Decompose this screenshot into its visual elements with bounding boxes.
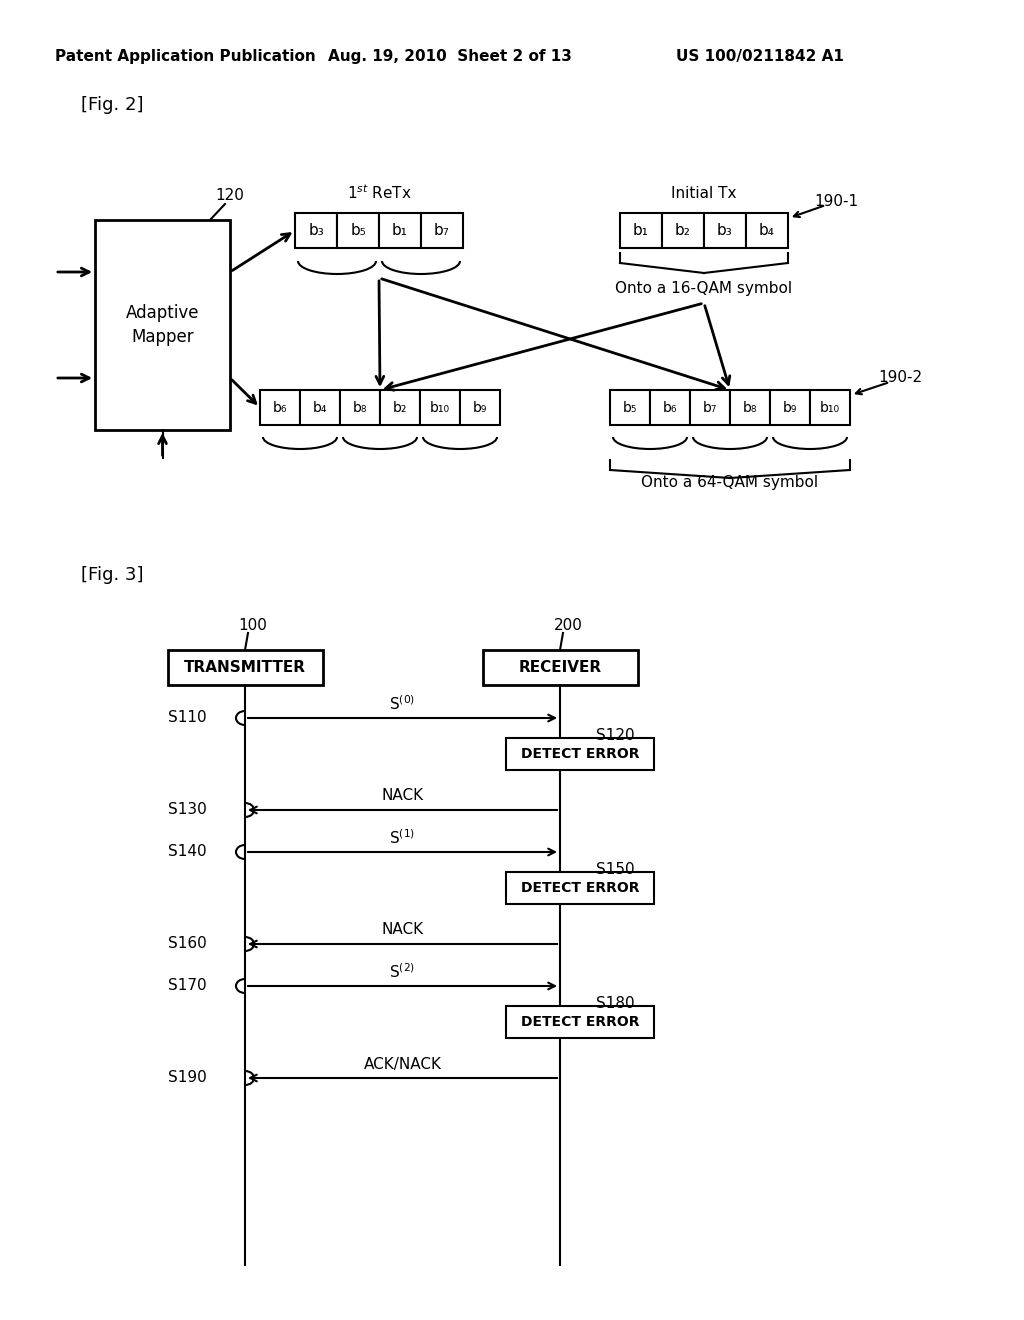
Text: b₅: b₅: [350, 223, 366, 238]
Text: b₁: b₁: [633, 223, 649, 238]
Text: b₃: b₃: [717, 223, 733, 238]
Text: S190: S190: [168, 1071, 207, 1085]
Bar: [746, 213, 788, 248]
Bar: [380, 389, 420, 425]
Text: b₁: b₁: [392, 223, 408, 238]
Text: S130: S130: [168, 803, 207, 817]
Text: [Fig. 3]: [Fig. 3]: [81, 566, 143, 583]
Bar: [730, 389, 770, 425]
Text: DETECT ERROR: DETECT ERROR: [521, 1015, 639, 1030]
Text: NACK: NACK: [381, 788, 424, 804]
Bar: [337, 213, 379, 248]
Bar: [421, 213, 463, 248]
Text: Onto a 16-QAM symbol: Onto a 16-QAM symbol: [615, 281, 793, 296]
Text: b₁₀: b₁₀: [430, 400, 450, 414]
Text: S180: S180: [596, 997, 634, 1011]
Text: b₂: b₂: [675, 223, 691, 238]
Text: Mapper: Mapper: [131, 327, 194, 346]
Text: S120: S120: [596, 729, 634, 743]
Text: TRANSMITTER: TRANSMITTER: [184, 660, 306, 675]
Bar: [340, 389, 380, 425]
Text: NACK: NACK: [381, 923, 424, 937]
Text: S$^{(2)}$: S$^{(2)}$: [389, 962, 416, 981]
Text: S150: S150: [596, 862, 634, 878]
Bar: [379, 213, 421, 248]
Bar: [506, 738, 654, 770]
Bar: [650, 389, 690, 425]
Bar: [300, 389, 340, 425]
Text: 190-2: 190-2: [878, 371, 922, 385]
Text: 200: 200: [554, 618, 583, 632]
Text: [Fig. 2]: [Fig. 2]: [81, 96, 143, 114]
Bar: [770, 389, 810, 425]
Text: 100: 100: [239, 618, 267, 632]
Bar: [690, 389, 730, 425]
Text: US 100/0211842 A1: US 100/0211842 A1: [676, 49, 844, 65]
Text: b₂: b₂: [393, 400, 408, 414]
Text: b₉: b₉: [473, 400, 487, 414]
Bar: [810, 389, 850, 425]
Text: b₇: b₇: [434, 223, 450, 238]
Text: RECEIVER: RECEIVER: [518, 660, 601, 675]
Text: S140: S140: [168, 845, 206, 859]
Text: b₉: b₉: [782, 400, 798, 414]
Text: ACK/NACK: ACK/NACK: [364, 1056, 441, 1072]
Bar: [506, 873, 654, 904]
Bar: [260, 389, 300, 425]
Text: Initial Tx: Initial Tx: [672, 186, 736, 201]
Text: DETECT ERROR: DETECT ERROR: [521, 747, 639, 762]
Text: b₇: b₇: [702, 400, 717, 414]
Text: b₄: b₄: [312, 400, 328, 414]
Text: b₅: b₅: [623, 400, 637, 414]
Bar: [295, 213, 337, 248]
Text: DETECT ERROR: DETECT ERROR: [521, 880, 639, 895]
Bar: [95, 220, 230, 430]
Text: b₁₀: b₁₀: [820, 400, 840, 414]
Bar: [506, 1006, 654, 1038]
Text: Patent Application Publication: Patent Application Publication: [54, 49, 315, 65]
Text: b₃: b₃: [308, 223, 324, 238]
Text: Aug. 19, 2010  Sheet 2 of 13: Aug. 19, 2010 Sheet 2 of 13: [328, 49, 572, 65]
Bar: [620, 213, 662, 248]
Bar: [460, 389, 500, 425]
Text: b₄: b₄: [759, 223, 775, 238]
Text: $1^{st}$ ReTx: $1^{st}$ ReTx: [347, 183, 412, 202]
Text: S170: S170: [168, 978, 206, 994]
Text: Onto a 64-QAM symbol: Onto a 64-QAM symbol: [641, 475, 818, 491]
Text: b₈: b₈: [742, 400, 758, 414]
Text: S$^{(1)}$: S$^{(1)}$: [389, 829, 416, 847]
Bar: [482, 649, 638, 685]
Text: b₈: b₈: [352, 400, 368, 414]
Text: 190-1: 190-1: [814, 194, 858, 209]
Text: b₆: b₆: [663, 400, 677, 414]
Text: b₆: b₆: [272, 400, 287, 414]
Bar: [168, 649, 323, 685]
Text: S$^{(0)}$: S$^{(0)}$: [389, 694, 416, 713]
Text: Adaptive: Adaptive: [126, 304, 200, 322]
Bar: [662, 213, 705, 248]
Text: 120: 120: [216, 187, 245, 202]
Bar: [420, 389, 460, 425]
Text: S160: S160: [168, 936, 207, 952]
Bar: [610, 389, 650, 425]
Bar: [705, 213, 746, 248]
Text: S110: S110: [168, 710, 206, 726]
